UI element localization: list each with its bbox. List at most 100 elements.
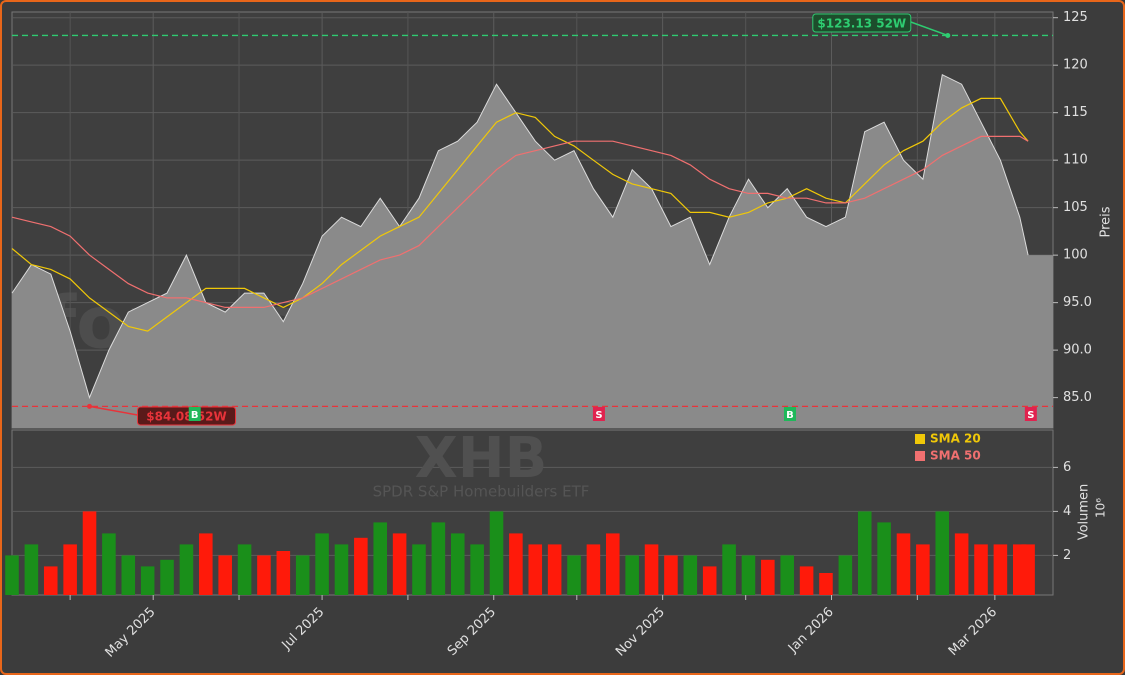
- volume-bar: [606, 533, 620, 595]
- annotation-point: [945, 32, 951, 38]
- x-tick-label: Mar 2026: [946, 605, 1000, 659]
- volume-bar: [5, 555, 19, 595]
- y-tick-label: 2: [1063, 548, 1071, 563]
- legend-swatch: [915, 434, 925, 444]
- legend-label: SMA 50: [930, 449, 981, 463]
- volume-bar: [237, 544, 252, 595]
- y-axis-unit: 10⁶: [1094, 498, 1108, 518]
- x-tick-label: Jul 2025: [279, 605, 328, 654]
- watermark-subtitle: SPDR S&P Homebuilders ETF: [373, 483, 590, 501]
- volume-bar: [295, 555, 310, 595]
- signal-label: B: [786, 410, 794, 421]
- volume-bar: [857, 511, 872, 595]
- y-tick-label: 85.0: [1063, 390, 1092, 405]
- x-tick-label: May 2025: [103, 605, 159, 661]
- annotation-arrow: [910, 21, 949, 37]
- volume-bar: [896, 533, 911, 595]
- annotation-label: $123.13 52W: [817, 17, 906, 31]
- signal-label: S: [595, 410, 602, 421]
- volume-bar: [509, 533, 523, 595]
- volume-bar: [412, 544, 426, 595]
- volume-bar: [974, 544, 988, 595]
- y-tick-label: 4: [1063, 504, 1071, 519]
- volume-bar: [954, 533, 969, 595]
- volume-bar: [276, 551, 291, 595]
- volume-bar: [664, 555, 678, 595]
- volume-bar: [218, 555, 232, 595]
- volume-bar: [82, 511, 97, 595]
- signal-label: S: [1027, 410, 1034, 421]
- volume-bar: [102, 533, 116, 595]
- volume-bar: [373, 522, 388, 595]
- price-area: [12, 74, 1053, 428]
- volume-bar: [315, 533, 329, 595]
- y-tick-label: 105: [1063, 200, 1088, 215]
- volume-bar: [334, 544, 349, 595]
- y-axis-label: Preis: [1099, 206, 1114, 237]
- volume-bar: [431, 522, 446, 595]
- volume-bar: [121, 555, 136, 595]
- x-tick-label: Jan 2026: [785, 605, 837, 657]
- volume-bar: [644, 544, 659, 595]
- volume-bar: [799, 566, 814, 595]
- y-tick-label: 110: [1063, 153, 1088, 168]
- volume-bar: [625, 555, 639, 595]
- y-tick-label: 95.0: [1063, 295, 1092, 310]
- volume-bar: [722, 544, 736, 595]
- signal-box: [592, 407, 605, 421]
- volume-bar: [761, 559, 775, 595]
- annotation-label: $84.08 52W: [146, 410, 226, 424]
- volume-bar: [470, 544, 484, 595]
- volume-bar: [450, 533, 465, 595]
- volume-bar: [586, 544, 601, 595]
- volume-bar: [1021, 544, 1035, 595]
- x-tick-label: Sep 2025: [445, 605, 499, 659]
- signal-label: B: [191, 410, 199, 421]
- y-tick-label: 120: [1063, 58, 1088, 73]
- volume-bar: [819, 573, 833, 595]
- volume-bar: [916, 544, 930, 595]
- y-axis-label: Volumen: [1077, 484, 1092, 541]
- price-line: [11, 73, 1029, 400]
- y-tick-label: 125: [1063, 10, 1088, 25]
- signal-box: [783, 407, 796, 421]
- y-tick-label: 6: [1063, 460, 1071, 475]
- volume-bar: [780, 555, 794, 595]
- volume-bar: [567, 555, 581, 595]
- volume-bar: [392, 533, 407, 595]
- watermark-title: XHB: [415, 426, 548, 491]
- annotation-point: [87, 403, 93, 409]
- sma-line: [11, 97, 1029, 332]
- annotation-arrow: [89, 405, 138, 416]
- y-tick-label: 90.0: [1063, 343, 1092, 358]
- annotation-box: [137, 406, 237, 426]
- volume-bar: [935, 511, 950, 595]
- volume-bar: [528, 544, 543, 595]
- volume-bar: [702, 566, 717, 595]
- annotation-box: [812, 13, 912, 33]
- signal-box: [1024, 407, 1037, 421]
- sma-line: [11, 135, 1029, 308]
- legend-swatch: [915, 451, 925, 461]
- volume-bar: [63, 544, 77, 595]
- x-tick-label: Nov 2025: [613, 605, 668, 660]
- volume-bar: [140, 566, 155, 595]
- volume-bar: [160, 559, 174, 595]
- signal-box: [188, 407, 201, 421]
- volume-bar: [838, 555, 853, 595]
- y-tick-label: 100: [1063, 248, 1088, 263]
- volume-bar: [741, 555, 756, 595]
- volume-bar: [877, 522, 891, 595]
- y-tick-label: 115: [1063, 105, 1088, 120]
- legend-label: SMA 20: [930, 432, 981, 446]
- volume-bar: [489, 511, 504, 595]
- volume-bar: [199, 533, 213, 595]
- volume-bar: [354, 537, 368, 595]
- volume-bar: [547, 544, 562, 595]
- volume-bar: [24, 544, 39, 595]
- volume-bar: [43, 566, 58, 595]
- volume-bar: [179, 544, 194, 595]
- volume-bar: [993, 544, 1008, 595]
- volume-bar: [683, 555, 698, 595]
